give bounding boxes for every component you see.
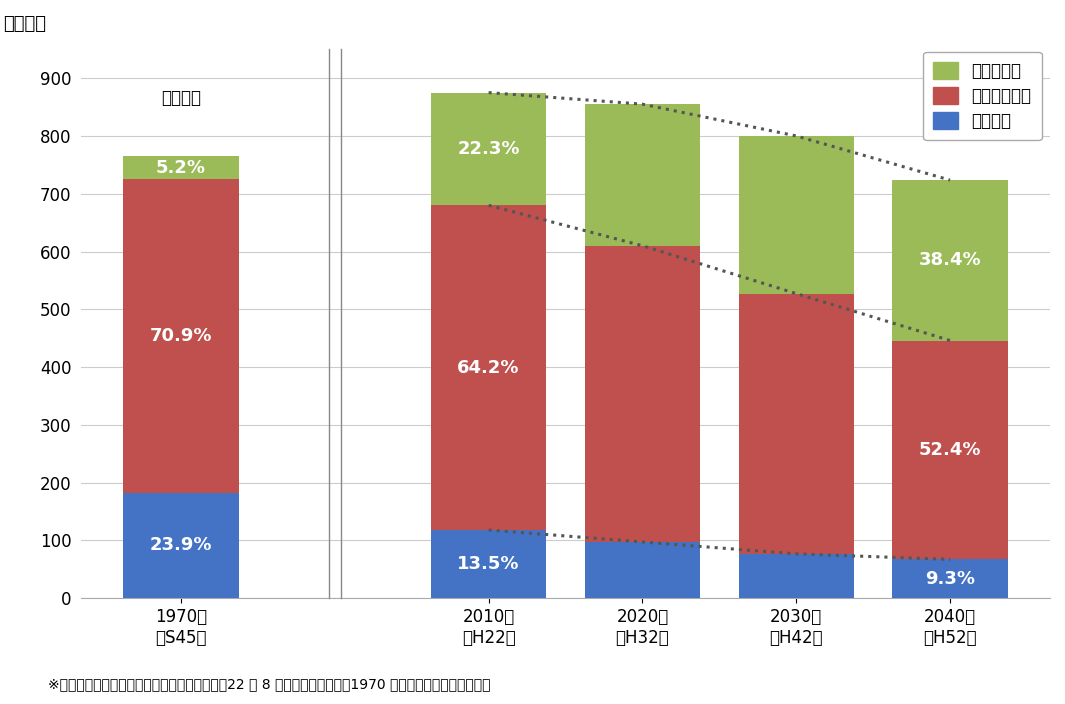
Bar [431,530,546,598]
Text: 64.2%: 64.2% [457,358,520,377]
Text: ※　「大阪における人口減少の潮流と影響」（22 年 8 月）　を基に作成。1970 年は国勢調査を基に作成。: ※ 「大阪における人口減少の潮流と影響」（22 年 8 月） を基に作成。197… [48,677,490,691]
Text: 13.5%: 13.5% [457,555,520,573]
Text: 23.9%: 23.9% [150,536,212,555]
Text: （万人）: （万人） [3,15,47,33]
Bar [738,554,854,598]
Bar [738,136,854,294]
Bar [892,180,1007,341]
Bar [431,93,546,206]
Bar [124,493,239,598]
Text: 5.2%: 5.2% [155,158,206,177]
Bar [585,542,700,598]
Bar [124,179,239,493]
Text: 70.9%: 70.9% [150,327,212,345]
Text: 38.4%: 38.4% [919,251,981,270]
Legend: 高齢者人口, 生産年齢人口, 年少人口: 高齢者人口, 生産年齢人口, 年少人口 [923,52,1042,140]
Bar [585,104,700,246]
Text: 52.4%: 52.4% [919,441,981,459]
Text: 9.3%: 9.3% [925,570,976,588]
Bar [738,294,854,554]
Text: 22.3%: 22.3% [457,140,520,158]
Bar [585,246,700,542]
Bar [892,560,1007,598]
Text: （参考）: （参考） [161,89,201,108]
Bar [124,156,239,179]
Bar [431,206,546,530]
Bar [892,341,1007,560]
